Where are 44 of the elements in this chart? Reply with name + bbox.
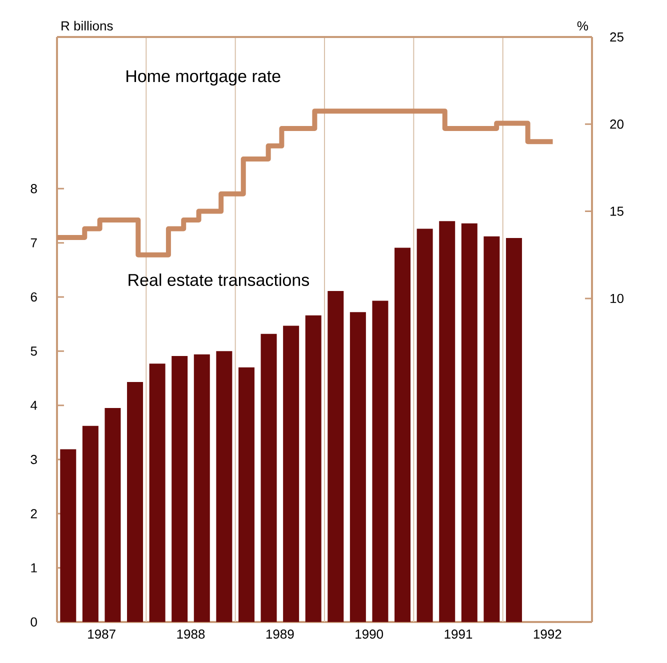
text: Home mortgage rate — [126, 70, 280, 86]
bar — [305, 315, 322, 622]
y-tick-label: 2 — [30, 509, 37, 518]
bar — [328, 291, 344, 622]
x-tick-label: 1989 — [266, 630, 294, 639]
y-tick-label: 7 — [30, 238, 37, 248]
x-tick-label: 1988 — [177, 630, 205, 639]
y-tick-label: 3 — [30, 454, 37, 464]
bar — [416, 228, 433, 622]
x-tick-label: 1987 — [88, 630, 116, 639]
bar — [484, 236, 500, 622]
bar — [394, 248, 411, 622]
y2-tick-label: 20 — [610, 120, 624, 129]
y-tick-label: 0 — [30, 617, 37, 627]
bar — [104, 408, 121, 622]
bar — [506, 238, 522, 622]
bar — [149, 364, 166, 622]
x-tick-label: 1990 — [356, 630, 384, 639]
bar — [82, 426, 98, 622]
x-tick-label: 1992 — [534, 630, 562, 639]
y2-tick-label: 10 — [610, 294, 624, 304]
bar — [372, 300, 388, 622]
x-tick-label: 1991 — [444, 630, 472, 639]
bar — [238, 367, 254, 622]
bar — [439, 221, 456, 622]
y2-tick-label: 15 — [610, 206, 624, 216]
bar — [283, 326, 300, 622]
y-tick-label: 8 — [30, 184, 37, 194]
y-tick-label: 5 — [30, 346, 37, 356]
y2-tick-label: 25 — [610, 32, 624, 42]
y-tick-label: 4 — [30, 400, 38, 410]
y2-axis-title: % — [577, 21, 588, 30]
bar — [461, 223, 478, 622]
y-tick-label: 1 — [31, 563, 37, 572]
bar — [194, 354, 210, 622]
bar — [350, 312, 366, 622]
series-label: Real estate transactions — [128, 274, 310, 286]
bar — [260, 334, 277, 622]
bar — [60, 449, 76, 622]
bar — [172, 356, 188, 622]
bar — [216, 351, 232, 622]
y-tick-label: 6 — [30, 292, 37, 302]
y-axis-title: R billions — [62, 20, 113, 30]
bar — [127, 382, 144, 622]
